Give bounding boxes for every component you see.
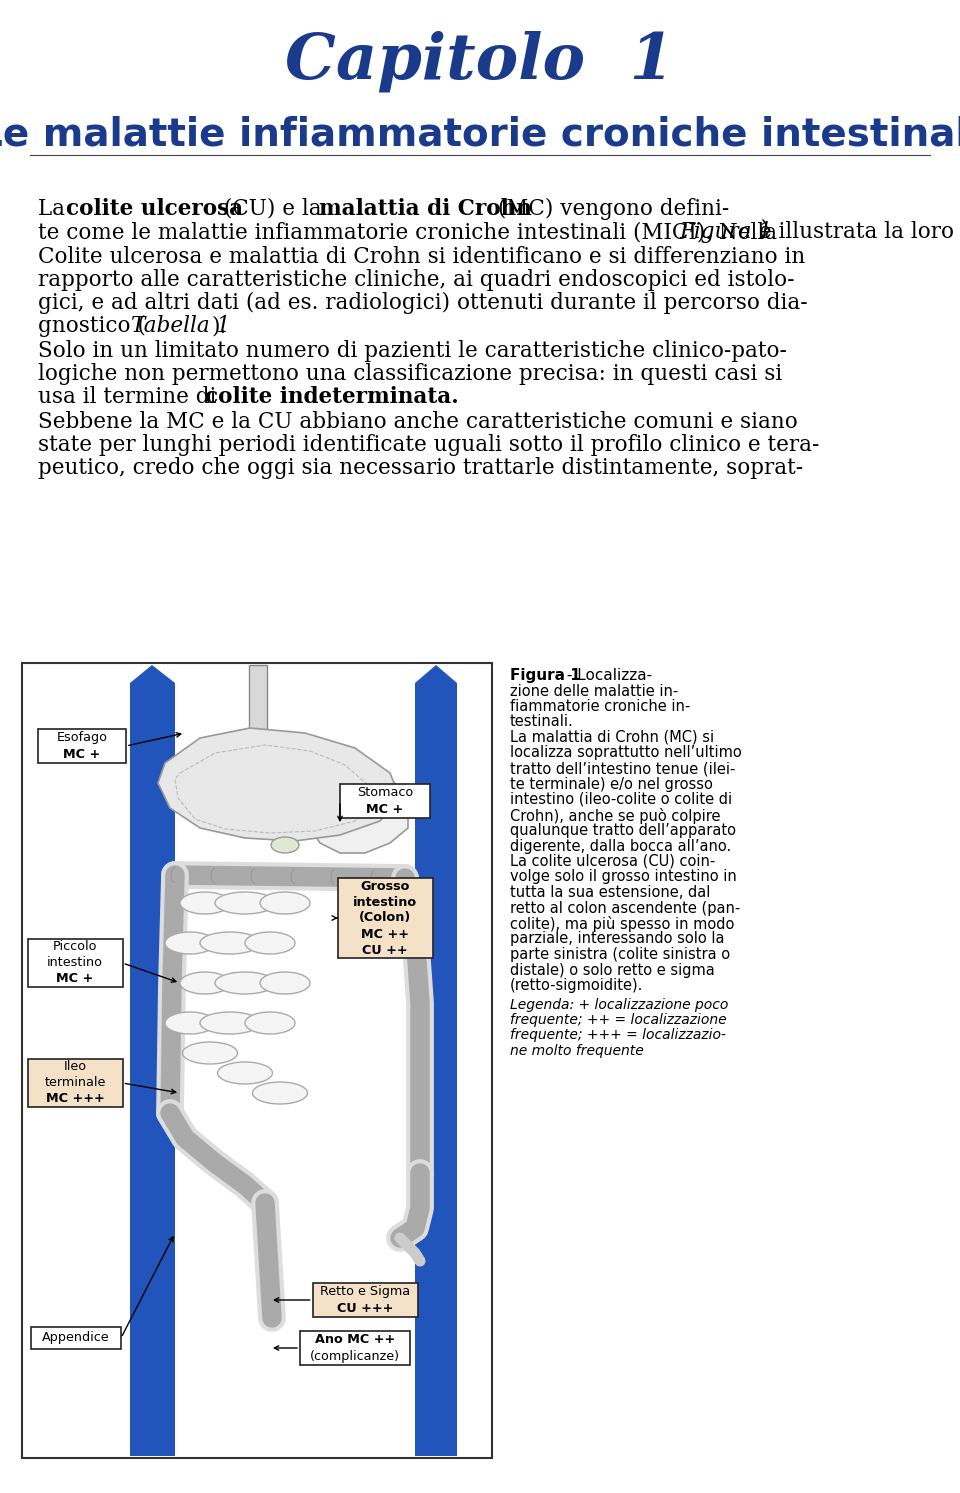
Text: Le malattie infiammatorie croniche intestinali: Le malattie infiammatorie croniche intes… [0,115,960,152]
Text: terminale: terminale [44,1076,106,1090]
Ellipse shape [215,891,275,914]
Text: colite indeterminata.: colite indeterminata. [205,387,459,408]
Text: distale) o solo retto e sigma: distale) o solo retto e sigma [510,963,715,978]
FancyBboxPatch shape [313,1282,418,1317]
Text: tutta la sua estensione, dal: tutta la sua estensione, dal [510,885,710,900]
Text: Sebbene la MC e la CU abbiano anche caratteristiche comuni e siano: Sebbene la MC e la CU abbiano anche cara… [38,411,798,433]
Text: Legenda: + localizzazione poco: Legenda: + localizzazione poco [510,997,729,1011]
FancyBboxPatch shape [28,1059,123,1106]
Text: localizza soprattutto nell’ultimo: localizza soprattutto nell’ultimo [510,745,742,760]
Text: MC +: MC + [367,803,403,817]
Text: digerente, dalla bocca all’ano.: digerente, dalla bocca all’ano. [510,839,732,854]
Text: tratto dell’intestino tenue (ilei-: tratto dell’intestino tenue (ilei- [510,761,735,776]
Text: parte sinistra (colite sinistra o: parte sinistra (colite sinistra o [510,947,731,961]
Polygon shape [158,729,400,841]
FancyBboxPatch shape [338,878,433,959]
Ellipse shape [165,932,215,954]
Text: malattia di Crohn: malattia di Crohn [320,199,532,219]
Text: gnostico (: gnostico ( [38,315,146,337]
Text: (Colon): (Colon) [359,912,411,924]
Text: peutico, credo che oggi sia necessario trattarle distintamente, soprat-: peutico, credo che oggi sia necessario t… [38,457,804,479]
Text: retto al colon ascendente (pan-: retto al colon ascendente (pan- [510,900,740,915]
Text: Stomaco: Stomaco [357,785,413,799]
Text: Solo in un limitato numero di pazienti le caratteristiche clinico-pato-: Solo in un limitato numero di pazienti l… [38,340,787,361]
Text: ).: ). [212,315,228,337]
FancyBboxPatch shape [28,939,123,987]
Text: CU ++: CU ++ [362,944,408,957]
FancyBboxPatch shape [249,664,267,793]
Ellipse shape [271,838,299,853]
Polygon shape [130,664,175,1456]
Text: La: La [38,199,72,219]
Text: qualunque tratto dell’apparato: qualunque tratto dell’apparato [510,823,736,838]
Text: parziale, interessando solo la: parziale, interessando solo la [510,932,725,947]
Text: CU +++: CU +++ [337,1302,394,1315]
Text: (CU) e la: (CU) e la [217,199,328,219]
Text: logiche non permettono una classificazione precisa: in questi casi si: logiche non permettono una classificazio… [38,363,782,385]
Text: Tabella 1: Tabella 1 [131,315,230,337]
Text: (retto-sigmoidite).: (retto-sigmoidite). [510,978,643,993]
Text: Capitolo  1: Capitolo 1 [285,31,675,93]
Text: è illustrata la loro differente localizzazione.: è illustrata la loro differente localizz… [752,221,960,243]
Text: colite), ma più spesso in modo: colite), ma più spesso in modo [510,917,734,932]
Text: MC +: MC + [63,748,101,761]
Ellipse shape [200,932,260,954]
Text: testinali.: testinali. [510,715,574,730]
FancyBboxPatch shape [300,1330,410,1365]
Text: gici, e ad altri dati (ad es. radiologici) ottenuti durante il percorso dia-: gici, e ad altri dati (ad es. radiologic… [38,293,807,314]
Text: MC ++: MC ++ [361,927,409,941]
Text: volge solo il grosso intestino in: volge solo il grosso intestino in [510,869,736,884]
Text: usa il termine di: usa il termine di [38,387,224,408]
Text: fiammatorie croniche in-: fiammatorie croniche in- [510,699,690,714]
Text: Ano MC ++: Ano MC ++ [315,1333,396,1347]
Text: te come le malattie infiammatorie croniche intestinali (MICI). Nella: te come le malattie infiammatorie cronic… [38,221,784,243]
Ellipse shape [245,932,295,954]
Ellipse shape [165,1012,215,1035]
Text: frequente; ++ = localizzazione: frequente; ++ = localizzazione [510,1012,727,1027]
Text: frequente; +++ = localizzazio-: frequente; +++ = localizzazio- [510,1029,726,1042]
Text: te terminale) e/o nel grosso: te terminale) e/o nel grosso [510,776,713,791]
Text: colite ulcerosa: colite ulcerosa [66,199,243,219]
Text: Grosso: Grosso [360,879,410,893]
Polygon shape [310,767,408,853]
Ellipse shape [215,972,275,994]
Text: Retto e Sigma: Retto e Sigma [320,1285,410,1297]
Text: MC +++: MC +++ [46,1093,105,1105]
Ellipse shape [180,972,230,994]
FancyBboxPatch shape [31,1327,121,1350]
Text: MC +: MC + [57,972,94,985]
Polygon shape [415,664,457,1456]
Text: Ileo: Ileo [63,1060,86,1073]
Text: zione delle malattie in-: zione delle malattie in- [510,684,679,699]
Text: Piccolo: Piccolo [53,941,97,954]
Ellipse shape [200,1012,260,1035]
Ellipse shape [252,1082,307,1103]
Text: Figura 1: Figura 1 [510,667,581,682]
Text: Crohn), anche se può colpire: Crohn), anche se può colpire [510,808,721,824]
Ellipse shape [180,891,230,914]
Text: - Localizza-: - Localizza- [562,667,652,682]
FancyBboxPatch shape [22,663,492,1459]
Text: state per lunghi periodi identificate uguali sotto il profilo clinico e tera-: state per lunghi periodi identificate ug… [38,434,820,455]
Text: Esofago: Esofago [57,732,108,744]
Text: intestino: intestino [47,957,103,969]
Text: (complicanze): (complicanze) [310,1350,400,1363]
Text: La malattia di Crohn (MC) si: La malattia di Crohn (MC) si [510,730,714,745]
Ellipse shape [260,972,310,994]
Text: intestino (ileo-colite o colite di: intestino (ileo-colite o colite di [510,791,732,808]
Text: intestino: intestino [353,896,417,909]
Text: La colite ulcerosa (CU) coin-: La colite ulcerosa (CU) coin- [510,854,715,869]
Text: rapporto alle caratteristiche cliniche, ai quadri endoscopici ed istolo-: rapporto alle caratteristiche cliniche, … [38,269,795,291]
Text: Figura 1: Figura 1 [680,221,773,243]
Ellipse shape [182,1042,237,1065]
Text: Appendice: Appendice [42,1332,109,1345]
Ellipse shape [260,891,310,914]
Ellipse shape [245,1012,295,1035]
Ellipse shape [218,1062,273,1084]
Text: ne molto frequente: ne molto frequente [510,1044,644,1059]
FancyBboxPatch shape [38,729,126,763]
FancyBboxPatch shape [340,784,430,818]
Text: Colite ulcerosa e malattia di Crohn si identificano e si differenziano in: Colite ulcerosa e malattia di Crohn si i… [38,246,805,269]
Text: (MC) vengono defini-: (MC) vengono defini- [491,199,729,219]
